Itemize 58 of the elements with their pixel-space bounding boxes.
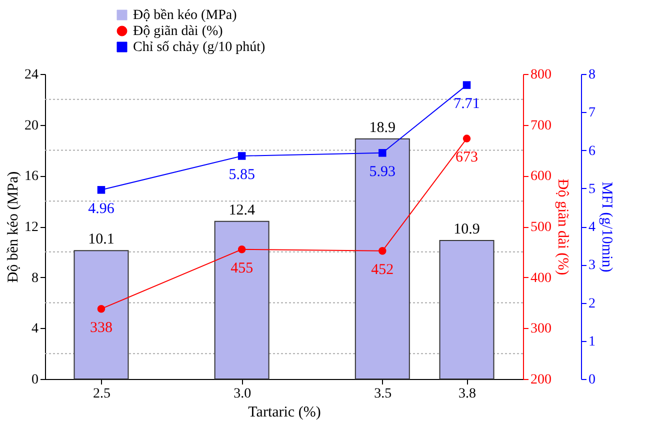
y-tick-label: 8 bbox=[32, 270, 38, 286]
y2-tick-label: 700 bbox=[530, 118, 552, 134]
y3-axis-title: MFI (g/10min) bbox=[598, 182, 614, 272]
point bbox=[238, 152, 246, 160]
y3-tick-label: 8 bbox=[588, 68, 596, 82]
y-tick-label: 20 bbox=[24, 118, 38, 134]
y3-tick-label: 5 bbox=[588, 182, 596, 197]
y-tick-label: 24 bbox=[24, 68, 38, 82]
data-label: 5.93 bbox=[369, 164, 396, 180]
y2-tick-label: 600 bbox=[530, 169, 552, 184]
y-axis-title: Độ bền kéo (MPa) bbox=[6, 171, 22, 283]
bar bbox=[354, 138, 410, 380]
legend-label: Chỉ số chảy (g/10 phút) bbox=[133, 40, 266, 55]
y2-tick-label: 400 bbox=[530, 270, 552, 286]
point bbox=[378, 149, 386, 157]
y-tick-label: 4 bbox=[32, 322, 38, 337]
data-label: 338 bbox=[90, 320, 112, 336]
data-label: 10.1 bbox=[88, 232, 114, 248]
bar bbox=[439, 240, 494, 380]
point bbox=[462, 81, 471, 89]
y3-tick-label: 3 bbox=[588, 258, 596, 274]
x-tick-label: 3.5 bbox=[374, 386, 392, 402]
y2-tick-label: 300 bbox=[530, 322, 552, 337]
point bbox=[97, 186, 106, 194]
data-label: 5.85 bbox=[228, 166, 255, 183]
data-label: 18.9 bbox=[369, 120, 396, 136]
data-label: 12.4 bbox=[228, 202, 256, 218]
y3-tick-label: 7 bbox=[588, 106, 596, 121]
x-axis-title: Tartaric (%) bbox=[248, 404, 321, 420]
y2-tick-label: 200 bbox=[530, 372, 552, 388]
bar bbox=[214, 220, 270, 380]
legend-label: Độ bền kéo (MPa) bbox=[133, 8, 238, 23]
data-label: 7.71 bbox=[454, 96, 480, 112]
bar bbox=[74, 250, 129, 380]
y2-tick-label: 800 bbox=[530, 68, 552, 82]
legend-label: Độ giãn dài (%) bbox=[133, 24, 224, 39]
point bbox=[238, 246, 246, 254]
y2-tick-label: 500 bbox=[530, 220, 552, 235]
data-label: 4.96 bbox=[88, 200, 115, 217]
x-tick-label: 3.8 bbox=[458, 386, 476, 402]
y-tick-label: 12 bbox=[24, 220, 38, 235]
y-tick-label: 0 bbox=[32, 372, 38, 388]
y3-tick-label: 0 bbox=[588, 372, 596, 388]
point bbox=[97, 304, 106, 313]
data-label: 455 bbox=[230, 260, 254, 276]
y3-tick-label: 4 bbox=[588, 220, 596, 235]
point bbox=[378, 247, 386, 255]
point bbox=[462, 134, 471, 142]
y3-tick-label: 6 bbox=[588, 144, 596, 159]
data-label: 673 bbox=[456, 150, 478, 166]
y2-axis-title: Độ giãn dài (%) bbox=[554, 178, 570, 276]
data-label: 452 bbox=[371, 262, 394, 278]
y3-tick-label: 1 bbox=[588, 334, 596, 350]
data-label: 10.9 bbox=[454, 221, 480, 238]
y3-tick-label: 2 bbox=[588, 296, 596, 312]
x-tick-label: 3.0 bbox=[234, 386, 252, 402]
y-tick-label: 16 bbox=[24, 169, 38, 184]
x-tick-label: 2.5 bbox=[92, 386, 110, 402]
